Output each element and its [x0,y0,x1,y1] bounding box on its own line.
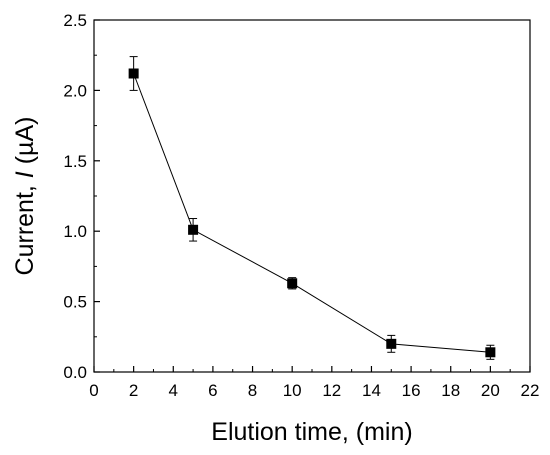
x-tick-label: 12 [322,381,341,400]
y-tick-label: 0.5 [63,293,87,312]
data-point [188,224,199,235]
y-axis-ticks: 0.0 0.5 1.0 1.5 2.0 2.5 [63,11,100,382]
x-tick-label: 2 [129,381,138,400]
data-point [287,278,298,289]
x-tick-label: 4 [169,381,178,400]
y-tick-label: 0.0 [63,363,87,382]
y-tick-label: 1.0 [63,222,87,241]
x-tick-label: 20 [481,381,500,400]
x-tick-label: 0 [89,381,98,400]
x-tick-label: 14 [362,381,381,400]
x-tick-label: 22 [521,381,540,400]
series-line [133,73,491,353]
x-axis-ticks: 0 2 4 6 8 10 12 14 16 18 20 22 [89,366,539,400]
x-axis-title: Elution time, (min) [211,418,412,446]
x-tick-label: 6 [208,381,217,400]
y-axis-title-prefix: Current, [11,178,39,275]
x-tick-label: 8 [248,381,257,400]
y-axis-title-symbol: I [11,171,39,178]
x-tick-label: 16 [402,381,421,400]
data-point [386,338,397,349]
y-tick-label: 1.5 [63,152,87,171]
y-tick-label: 2.0 [63,81,87,100]
x-tick-label: 10 [283,381,302,400]
plot-frame [93,19,531,373]
data-point [485,347,496,358]
y-axis-title: Current, I (µA) [11,117,39,276]
y-tick-label: 2.5 [63,11,87,30]
x-tick-label: 18 [441,381,460,400]
series-layer [128,56,496,360]
y-axis-title-unit: (µA) [11,117,39,172]
data-point [128,68,139,79]
